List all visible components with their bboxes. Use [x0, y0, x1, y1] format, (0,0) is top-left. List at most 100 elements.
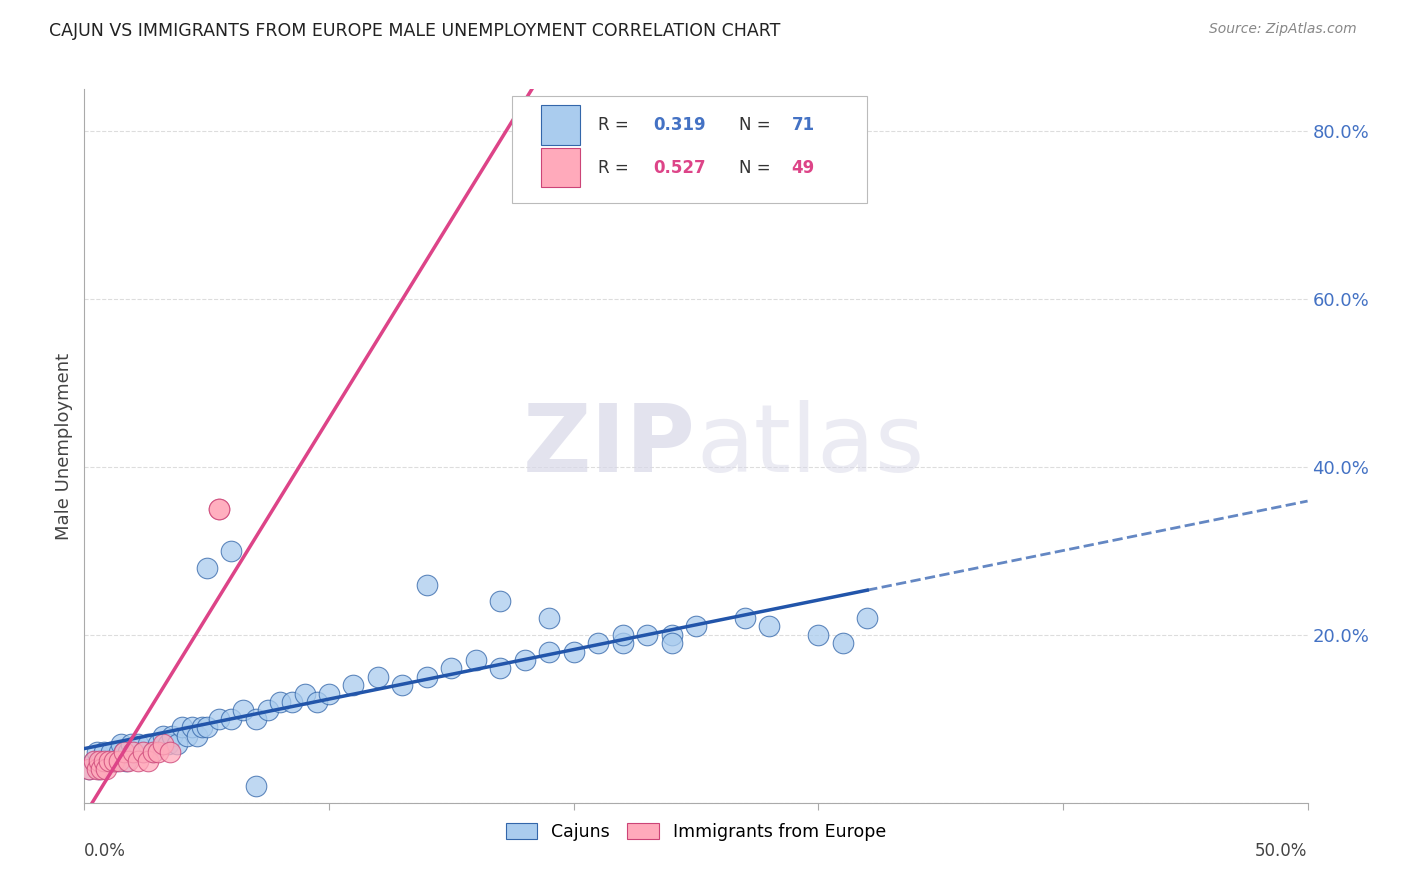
Text: CAJUN VS IMMIGRANTS FROM EUROPE MALE UNEMPLOYMENT CORRELATION CHART: CAJUN VS IMMIGRANTS FROM EUROPE MALE UNE… [49, 22, 780, 40]
Text: R =: R = [598, 159, 634, 177]
Point [219, 544, 242, 558]
Point [208, 502, 231, 516]
Point [232, 703, 254, 717]
Point [195, 720, 218, 734]
Point [807, 628, 830, 642]
Point [342, 678, 364, 692]
Point [105, 754, 128, 768]
Point [103, 754, 125, 768]
Point [142, 746, 165, 760]
Point [367, 670, 389, 684]
Point [416, 670, 439, 684]
Point [612, 628, 634, 642]
Point [636, 628, 658, 642]
Point [245, 779, 267, 793]
Text: N =: N = [738, 116, 776, 134]
Point [120, 737, 142, 751]
Point [132, 746, 155, 760]
Point [464, 653, 486, 667]
Text: R =: R = [598, 116, 634, 134]
Point [103, 754, 125, 768]
Point [83, 754, 105, 768]
Point [758, 619, 780, 633]
Point [100, 746, 122, 760]
FancyBboxPatch shape [541, 105, 579, 145]
Point [110, 737, 132, 751]
Point [191, 720, 214, 734]
Point [661, 628, 683, 642]
Y-axis label: Male Unemployment: Male Unemployment [55, 352, 73, 540]
Text: atlas: atlas [696, 400, 924, 492]
Point [612, 636, 634, 650]
Point [132, 746, 155, 760]
Point [152, 729, 174, 743]
Point [96, 754, 118, 768]
Text: ZIP: ZIP [523, 400, 696, 492]
Point [269, 695, 291, 709]
Point [112, 746, 135, 760]
FancyBboxPatch shape [541, 148, 579, 187]
Point [440, 661, 463, 675]
Point [176, 729, 198, 743]
Point [181, 720, 204, 734]
Point [245, 712, 267, 726]
Text: 0.527: 0.527 [654, 159, 706, 177]
Point [166, 737, 188, 751]
Point [156, 737, 179, 751]
Point [136, 737, 159, 751]
Point [538, 611, 561, 625]
Point [513, 653, 536, 667]
Point [186, 729, 208, 743]
Text: Source: ZipAtlas.com: Source: ZipAtlas.com [1209, 22, 1357, 37]
Point [87, 754, 110, 768]
Point [87, 762, 110, 776]
Point [117, 754, 139, 768]
Point [86, 762, 108, 776]
Point [489, 594, 512, 608]
Point [562, 645, 585, 659]
Point [195, 560, 218, 574]
Point [318, 687, 340, 701]
FancyBboxPatch shape [513, 96, 868, 203]
Point [77, 762, 100, 776]
Point [146, 746, 169, 760]
Point [86, 746, 108, 760]
Legend: Cajuns, Immigrants from Europe: Cajuns, Immigrants from Europe [499, 816, 893, 847]
Point [281, 695, 304, 709]
Point [305, 695, 328, 709]
Point [831, 636, 853, 650]
Point [416, 577, 439, 591]
Point [96, 762, 118, 776]
Point [136, 754, 159, 768]
Point [661, 636, 683, 650]
Point [734, 611, 756, 625]
Point [93, 754, 115, 768]
Point [162, 729, 184, 743]
Point [685, 619, 707, 633]
Text: 0.0%: 0.0% [84, 842, 127, 860]
Point [90, 754, 112, 768]
Point [538, 645, 561, 659]
Point [122, 746, 145, 760]
Text: 50.0%: 50.0% [1256, 842, 1308, 860]
Text: N =: N = [738, 159, 776, 177]
Text: 49: 49 [792, 159, 814, 177]
Point [127, 737, 149, 751]
Point [586, 636, 609, 650]
Point [107, 746, 129, 760]
Point [122, 746, 145, 760]
Point [159, 746, 181, 760]
Text: 71: 71 [792, 116, 814, 134]
Text: 0.319: 0.319 [654, 116, 706, 134]
Point [294, 687, 316, 701]
Point [856, 611, 879, 625]
Point [117, 746, 139, 760]
Point [115, 754, 138, 768]
Point [93, 746, 115, 760]
Point [97, 754, 120, 768]
Point [107, 754, 129, 768]
Point [90, 762, 112, 776]
Point [208, 712, 231, 726]
Point [127, 754, 149, 768]
Point [489, 661, 512, 675]
